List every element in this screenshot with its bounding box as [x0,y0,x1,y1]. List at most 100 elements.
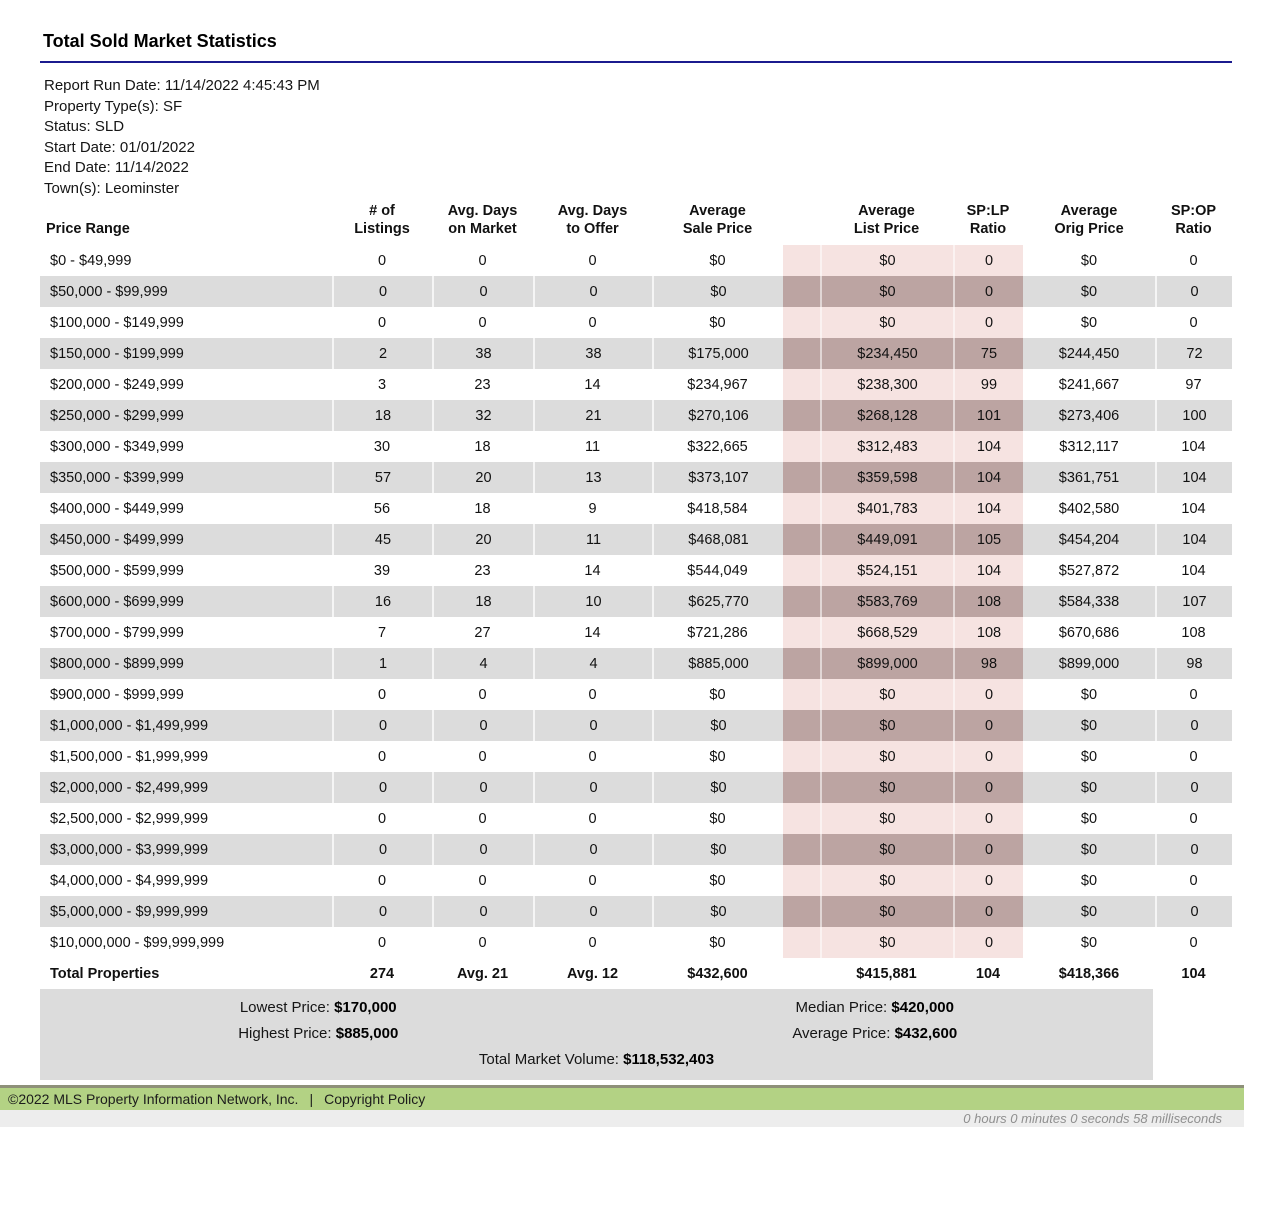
price-range-cell: $400,000 - $449,999 [50,500,184,517]
avg-sale-price-cell: $0 [709,748,726,765]
meta-value: SF [162,97,183,115]
days-on-market-cell: 0 [478,810,487,827]
avg-orig-price-cell: $0 [1023,710,1155,741]
days-to-offer-cell: 0 [588,314,597,331]
table-body: $0 - $49,999 0 0 0 $0 $0 0 $0 0 $50,000 - $99,999… [40,245,1232,958]
sp-lp-ratio-cell: 99 [953,369,1023,400]
avg-orig-price-cell: $0 [1080,872,1098,889]
copyright-bar: ©2022 MLS Property Information Network, … [0,1085,1244,1110]
avg-sale-price-cell: $0 [652,276,783,307]
price-range-cell: $1,500,000 - $1,999,999 [50,748,209,765]
avg-sale-price-cell: $0 [652,772,783,803]
totals-listings-cell: 274 [332,958,432,989]
totals-sp-lp-ratio-cell: 104 [953,958,1023,989]
sp-lp-ratio-cell: 0 [953,865,1023,896]
price-range-cell: $4,000,000 - $4,999,999 [50,872,209,889]
avg-sale-price-cell: $0 [709,810,726,827]
listings-cell: 57 [332,462,432,493]
price-range-cell: $2,500,000 - $2,999,999 [50,810,209,827]
table-row: $5,000,000 - $9,999,999 0 0 0 $0 $0 0 $0 0 [40,896,1232,927]
days-on-market-cell: 38 [432,338,533,369]
meta-label: Status: [44,118,91,135]
days-on-market-cell: 0 [432,772,533,803]
avg-orig-price-cell: $899,000 [1023,648,1155,679]
copyright-policy-link[interactable]: Copyright Policy [324,1091,426,1107]
table-row: $300,000 - $349,999 30 18 11 $322,665 $312,48… [40,431,1232,462]
avg-list-price-cell: $0 [820,865,953,896]
days-to-offer-cell: 0 [588,252,597,269]
highlight-spacer-cell [783,865,820,896]
avg-orig-price-cell: $0 [1023,834,1155,865]
price-range-cell: $50,000 - $99,999 [40,276,332,307]
sp-op-ratio-cell: 0 [1189,810,1198,827]
highest-price-value: $885,000 [335,1025,399,1042]
table-row: $200,000 - $249,999 3 23 14 $234,967 $238,300… [40,369,1232,400]
price-range-cell: $450,000 - $499,999 [40,524,332,555]
table-row: $400,000 - $449,999 56 18 9 $418,584 $401,783… [40,493,1232,524]
table-row: $10,000,000 - $99,999,999 0 0 0 $0 $0 0 $0 0 [40,927,1232,958]
listings-cell: 1 [332,648,432,679]
avg-list-price-cell: $0 [820,772,953,803]
table-row: $700,000 - $799,999 7 27 14 $721,286 $668,529… [40,617,1232,648]
avg-orig-price-cell: $0 [1023,772,1155,803]
avg-list-price-cell: $234,450 [820,338,953,369]
meta-label: Start Date: [44,138,116,156]
sp-lp-ratio-cell: 0 [953,834,1023,865]
avg-list-price-cell: $524,151 [820,555,953,586]
report-page: Total Sold Market Statistics Report Run … [0,31,1274,1219]
price-range-cell: $2,000,000 - $2,499,999 [40,772,332,803]
sp-op-ratio-cell: 98 [1155,648,1232,679]
days-to-offer-cell: 0 [588,872,597,889]
lowest-price: Lowest Price: $170,000 [40,995,597,1021]
avg-list-price-cell: $0 [820,276,953,307]
column-header: SP:LP Ratio [953,199,1023,245]
days-on-market-cell: 27 [474,624,491,641]
days-to-offer-cell: 0 [533,896,652,927]
table-row: $50,000 - $99,999 0 0 0 $0 $0 0 $0 0 [40,276,1232,307]
days-to-offer-cell: 0 [533,710,652,741]
avg-list-price-cell: $401,783 [820,493,953,524]
avg-orig-price-cell: $0 [1023,896,1155,927]
avg-sale-price-cell: $270,106 [652,400,783,431]
listings-cell: 39 [373,562,391,579]
avg-list-price-cell: $668,529 [820,617,953,648]
totals-days-to-offer-cell: Avg. 12 [533,958,652,989]
price-range-cell: $1,000,000 - $1,499,999 [40,710,332,741]
avg-sale-price-cell: $0 [709,872,726,889]
sp-op-ratio-cell: 100 [1155,400,1232,431]
avg-sale-price-cell: $0 [709,252,726,269]
days-on-market-cell: 23 [474,376,491,393]
table-row: $150,000 - $199,999 2 38 38 $175,000 $234,450… [40,338,1232,369]
meta-line: Start Date: 01/01/2022 [44,138,1274,159]
meta-label: Property Type(s): [44,97,159,115]
price-range-cell: $350,000 - $399,999 [40,462,332,493]
meta-label: End Date: [44,159,111,176]
sp-op-ratio-cell: 104 [1181,500,1206,517]
summary-box: Lowest Price: $170,000 Median Price: $42… [40,989,1153,1080]
avg-list-price-cell: $899,000 [820,648,953,679]
table-row: $800,000 - $899,999 1 4 4 $885,000 $899,000 98… [40,648,1232,679]
highlight-spacer-cell [783,524,820,555]
highest-price-label: Highest Price: [238,1025,332,1042]
table-row: $2,500,000 - $2,999,999 0 0 0 $0 $0 0 $0 0 [40,803,1232,834]
table-row: $250,000 - $299,999 18 32 21 $270,106 $268,12… [40,400,1232,431]
days-on-market-cell: 0 [478,252,487,269]
meta-value: 11/14/2022 [114,159,189,176]
sp-op-ratio-cell: 0 [1189,748,1198,765]
days-on-market-cell: 23 [474,562,491,579]
listings-cell: 56 [373,500,391,517]
avg-list-price-cell: $0 [820,834,953,865]
table-row: $900,000 - $999,999 0 0 0 $0 $0 0 $0 0 [40,679,1232,710]
price-range-cell: $3,000,000 - $3,999,999 [40,834,332,865]
days-to-offer-cell: 13 [533,462,652,493]
avg-orig-price-cell: $402,580 [1058,500,1120,517]
avg-sale-price-cell: $373,107 [652,462,783,493]
sp-op-ratio-cell: 104 [1155,462,1232,493]
table-row: $450,000 - $499,999 45 20 11 $468,081 $449,09… [40,524,1232,555]
listings-cell: 7 [377,624,387,641]
avg-list-price-cell: $0 [820,927,953,958]
total-market-volume-value: $118,532,403 [623,1051,715,1068]
days-on-market-cell: 0 [478,872,487,889]
price-range-cell: $800,000 - $899,999 [40,648,332,679]
highlight-spacer-cell [783,927,820,958]
